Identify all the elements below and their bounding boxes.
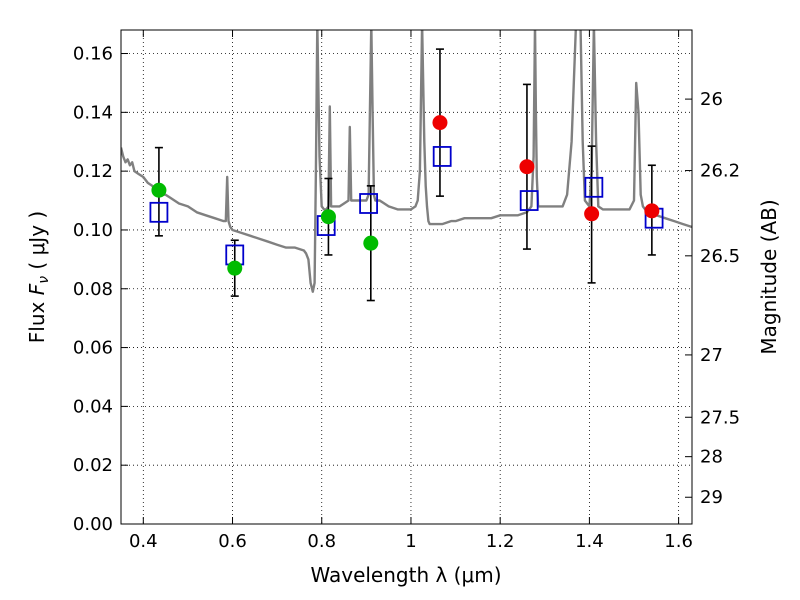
y2-tick-label: 26 — [700, 89, 723, 110]
observed-point — [644, 203, 660, 219]
points-layer — [149, 48, 664, 302]
y2-tick-label: 26.5 — [700, 246, 740, 267]
x-axis-title: Wavelength λ (μm) — [310, 563, 501, 587]
y-tick-label: 0.08 — [73, 279, 113, 300]
model-spectrum-line — [121, 30, 692, 293]
x-tick-label: 0.6 — [218, 531, 247, 552]
model-photometry-square — [584, 176, 604, 198]
y-tick-label: 0.10 — [73, 220, 113, 241]
y-tick-label: 0.02 — [73, 455, 113, 476]
y-tick-label: 0.00 — [73, 514, 113, 535]
y2-tick-label: 27 — [700, 345, 723, 366]
y-tick-label: 0.12 — [73, 161, 113, 182]
x-tick-label: 1.2 — [486, 531, 515, 552]
x-tick-label: 0.8 — [307, 531, 336, 552]
y2-tick-label: 26.2 — [700, 161, 740, 182]
ticks: 0.4 0.6 0.8 1 1.2 1.4 1.6 0.00 0.02 0.04 0.06 0.08 0… — [73, 30, 740, 552]
observed-point — [432, 115, 448, 131]
y-tick-label: 0.06 — [73, 338, 113, 359]
plot-frame — [120, 29, 693, 525]
x-tick-label: 1 — [405, 531, 416, 552]
x-tick-label: 0.4 — [129, 531, 158, 552]
y2-tick-label: 27.5 — [700, 407, 740, 428]
observed-point — [151, 182, 167, 198]
y-tick-label: 0.04 — [73, 396, 113, 417]
x-tick-label: 1.4 — [575, 531, 604, 552]
y2-tick-label: 29 — [700, 487, 723, 508]
observed-point — [363, 235, 379, 251]
series-layer — [121, 30, 692, 293]
observed-point — [227, 260, 243, 276]
y2-axis-title: Magnitude (AB) — [757, 199, 781, 354]
model-photometry-square — [149, 201, 169, 223]
y-tick-label: 0.16 — [73, 44, 113, 65]
plot-area — [121, 30, 692, 524]
y2-tick-label: 28 — [700, 447, 723, 468]
observed-point — [519, 159, 535, 175]
observed-point — [584, 206, 600, 222]
model-photometry-square — [359, 193, 378, 214]
x-tick-label: 1.6 — [664, 531, 693, 552]
observed-point — [320, 209, 336, 225]
model-photometry-square — [432, 146, 452, 167]
y-tick-label: 0.14 — [73, 102, 113, 123]
y-axis-title: Flux Fν ( μJy ) — [25, 211, 52, 343]
model-photometry-square — [519, 190, 539, 211]
